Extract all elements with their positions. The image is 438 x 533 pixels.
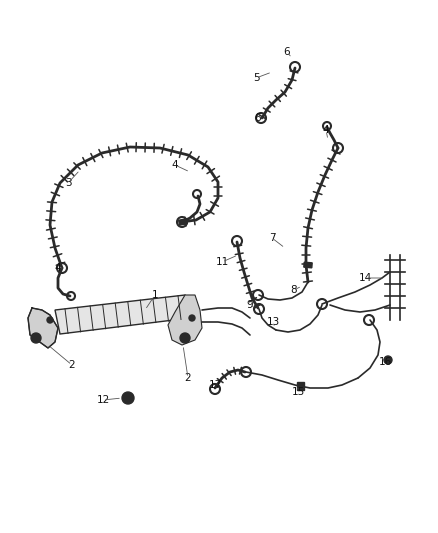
Text: 4: 4: [323, 125, 329, 135]
Polygon shape: [55, 295, 190, 334]
Text: 12: 12: [96, 395, 110, 405]
Text: 13: 13: [266, 317, 279, 327]
Text: 4: 4: [55, 263, 61, 273]
Bar: [304, 262, 312, 268]
Text: 1: 1: [152, 290, 158, 300]
Text: 7: 7: [268, 233, 276, 243]
Text: 6: 6: [254, 113, 261, 123]
Text: 4: 4: [172, 160, 178, 170]
Bar: [297, 382, 304, 390]
Text: 17: 17: [208, 380, 222, 390]
Text: 5: 5: [253, 73, 259, 83]
Polygon shape: [168, 295, 202, 345]
Text: 15: 15: [291, 387, 304, 397]
Polygon shape: [28, 308, 58, 348]
Circle shape: [189, 315, 195, 321]
Circle shape: [180, 333, 190, 343]
Text: 2: 2: [185, 373, 191, 383]
Circle shape: [384, 356, 392, 364]
Circle shape: [122, 392, 134, 404]
Text: 2: 2: [69, 360, 75, 370]
Text: 14: 14: [358, 273, 371, 283]
Text: 6: 6: [284, 47, 290, 57]
Text: 16: 16: [378, 357, 392, 367]
Text: 11: 11: [215, 257, 229, 267]
Circle shape: [31, 333, 41, 343]
Text: 9: 9: [247, 300, 253, 310]
Bar: [179, 219, 187, 225]
Text: 8: 8: [291, 285, 297, 295]
Text: 3: 3: [65, 178, 71, 188]
Circle shape: [47, 317, 53, 323]
